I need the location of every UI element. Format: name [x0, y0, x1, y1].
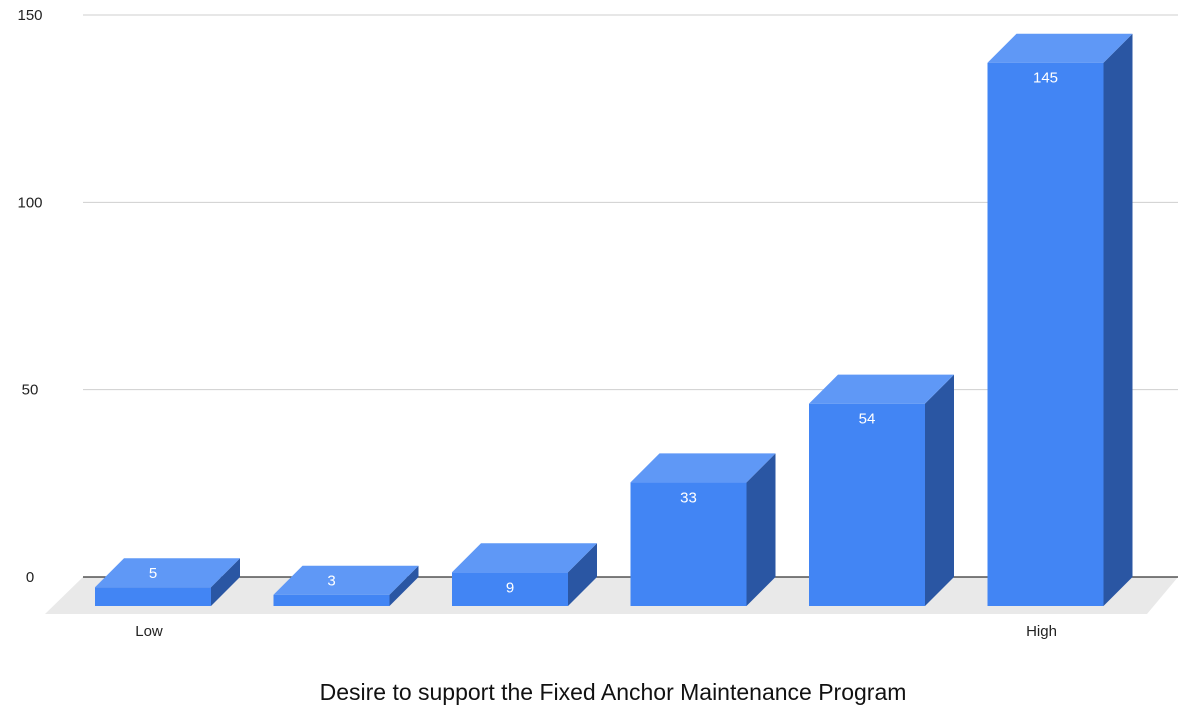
- data-label: 5: [149, 565, 157, 582]
- bar: [95, 558, 240, 606]
- bar-side: [211, 558, 240, 606]
- bar-side: [746, 453, 776, 606]
- bar: [452, 543, 597, 606]
- data-label: 3: [327, 572, 335, 589]
- bar: [630, 453, 776, 606]
- y-tick-label: 150: [17, 7, 42, 24]
- bar: [273, 565, 419, 606]
- x-axis-categories: Low High: [135, 623, 1057, 640]
- bar-top: [95, 558, 240, 588]
- bar: [809, 374, 954, 606]
- bar-front: [630, 482, 747, 606]
- data-label: 145: [1033, 70, 1058, 87]
- y-tick-label: 100: [17, 194, 42, 211]
- x-category-label: High: [1026, 623, 1057, 640]
- y-tick-label: 50: [22, 382, 39, 399]
- y-tick-label: 0: [26, 569, 34, 586]
- bar-front: [452, 572, 568, 606]
- bar-top: [987, 33, 1133, 63]
- bar-side: [389, 565, 419, 606]
- x-category-label: Low: [135, 623, 163, 640]
- chart-title: Desire to support the Fixed Anchor Maint…: [320, 679, 907, 705]
- bars: [95, 33, 1133, 606]
- data-labels: 5 3 9 33 54 145: [149, 70, 1058, 597]
- data-label: 9: [506, 579, 514, 596]
- bar-top: [809, 374, 954, 404]
- bar-side: [925, 374, 954, 606]
- data-label: 54: [859, 411, 876, 428]
- data-label: 33: [680, 489, 697, 506]
- bar: [987, 33, 1133, 606]
- bar-side: [568, 543, 597, 606]
- bar-top: [452, 543, 597, 573]
- bar-front: [95, 587, 211, 606]
- y-axis-ticks: 0 50 100 150: [17, 7, 42, 586]
- bar-top: [273, 565, 419, 595]
- bar-front: [809, 403, 925, 606]
- bar-side: [1103, 33, 1133, 606]
- bar-front: [987, 62, 1104, 606]
- bar-top: [630, 453, 776, 483]
- bar-front: [273, 594, 390, 606]
